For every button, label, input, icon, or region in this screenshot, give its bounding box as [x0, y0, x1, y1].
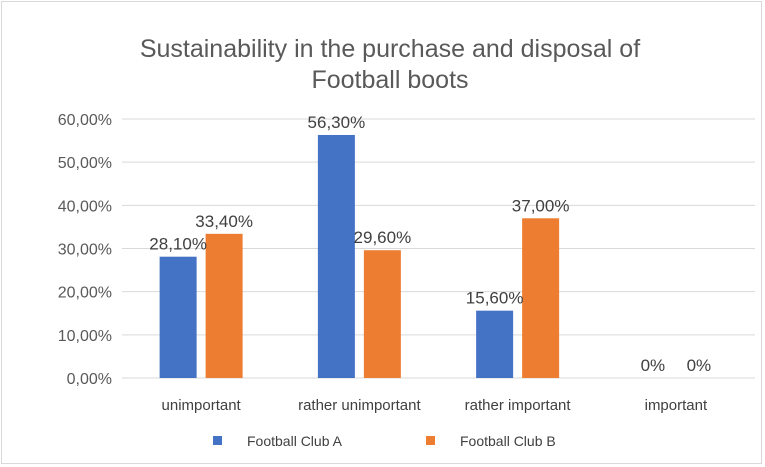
y-tick-label: 20,00% [58, 285, 112, 302]
data-label: 37,00% [512, 196, 570, 215]
data-labels: 28,10% 33,40% 56,30% 29,60% 15,60% 37,00% 0% 0% [149, 113, 711, 375]
chart-title-line-2: Football boots [311, 66, 468, 94]
chart-title-line-1: Sustainability in the purchase and dispo… [140, 35, 640, 63]
y-tick-label: 40,00% [58, 198, 112, 215]
bar [363, 250, 401, 378]
x-axis-category-labels: unimportant rather unimportant rather impo… [162, 397, 708, 414]
bar [476, 310, 514, 378]
category-label: important [645, 397, 708, 414]
category-label: rather unimportant [298, 397, 421, 414]
data-label: 29,60% [354, 228, 412, 247]
legend-label: Football Club A [247, 433, 343, 449]
category-label: unimportant [162, 397, 242, 414]
bar [159, 256, 197, 378]
bar [205, 233, 243, 378]
y-tick-label: 30,00% [58, 242, 112, 259]
bar [317, 134, 355, 378]
bars [159, 134, 560, 378]
data-label: 0% [687, 356, 712, 375]
data-label: 0% [641, 356, 666, 375]
data-label: 28,10% [149, 235, 207, 254]
legend-swatch [213, 436, 222, 445]
data-label: 15,60% [466, 289, 524, 308]
legend: Football Club A Football Club B [213, 433, 556, 449]
bar [522, 218, 560, 378]
y-tick-label: 0,00% [67, 371, 112, 388]
y-tick-label: 60,00% [58, 112, 112, 129]
y-tick-label: 10,00% [58, 328, 112, 345]
y-axis-tick-labels: 0,00% 10,00% 20,00% 30,00% 40,00% 50,00% 60,00… [58, 112, 112, 388]
legend-swatch [426, 436, 435, 445]
category-label: rather important [465, 397, 572, 414]
legend-label: Football Club B [460, 433, 556, 449]
data-label: 33,40% [195, 212, 253, 231]
y-tick-label: 50,00% [58, 155, 112, 172]
data-label: 56,30% [308, 113, 366, 132]
